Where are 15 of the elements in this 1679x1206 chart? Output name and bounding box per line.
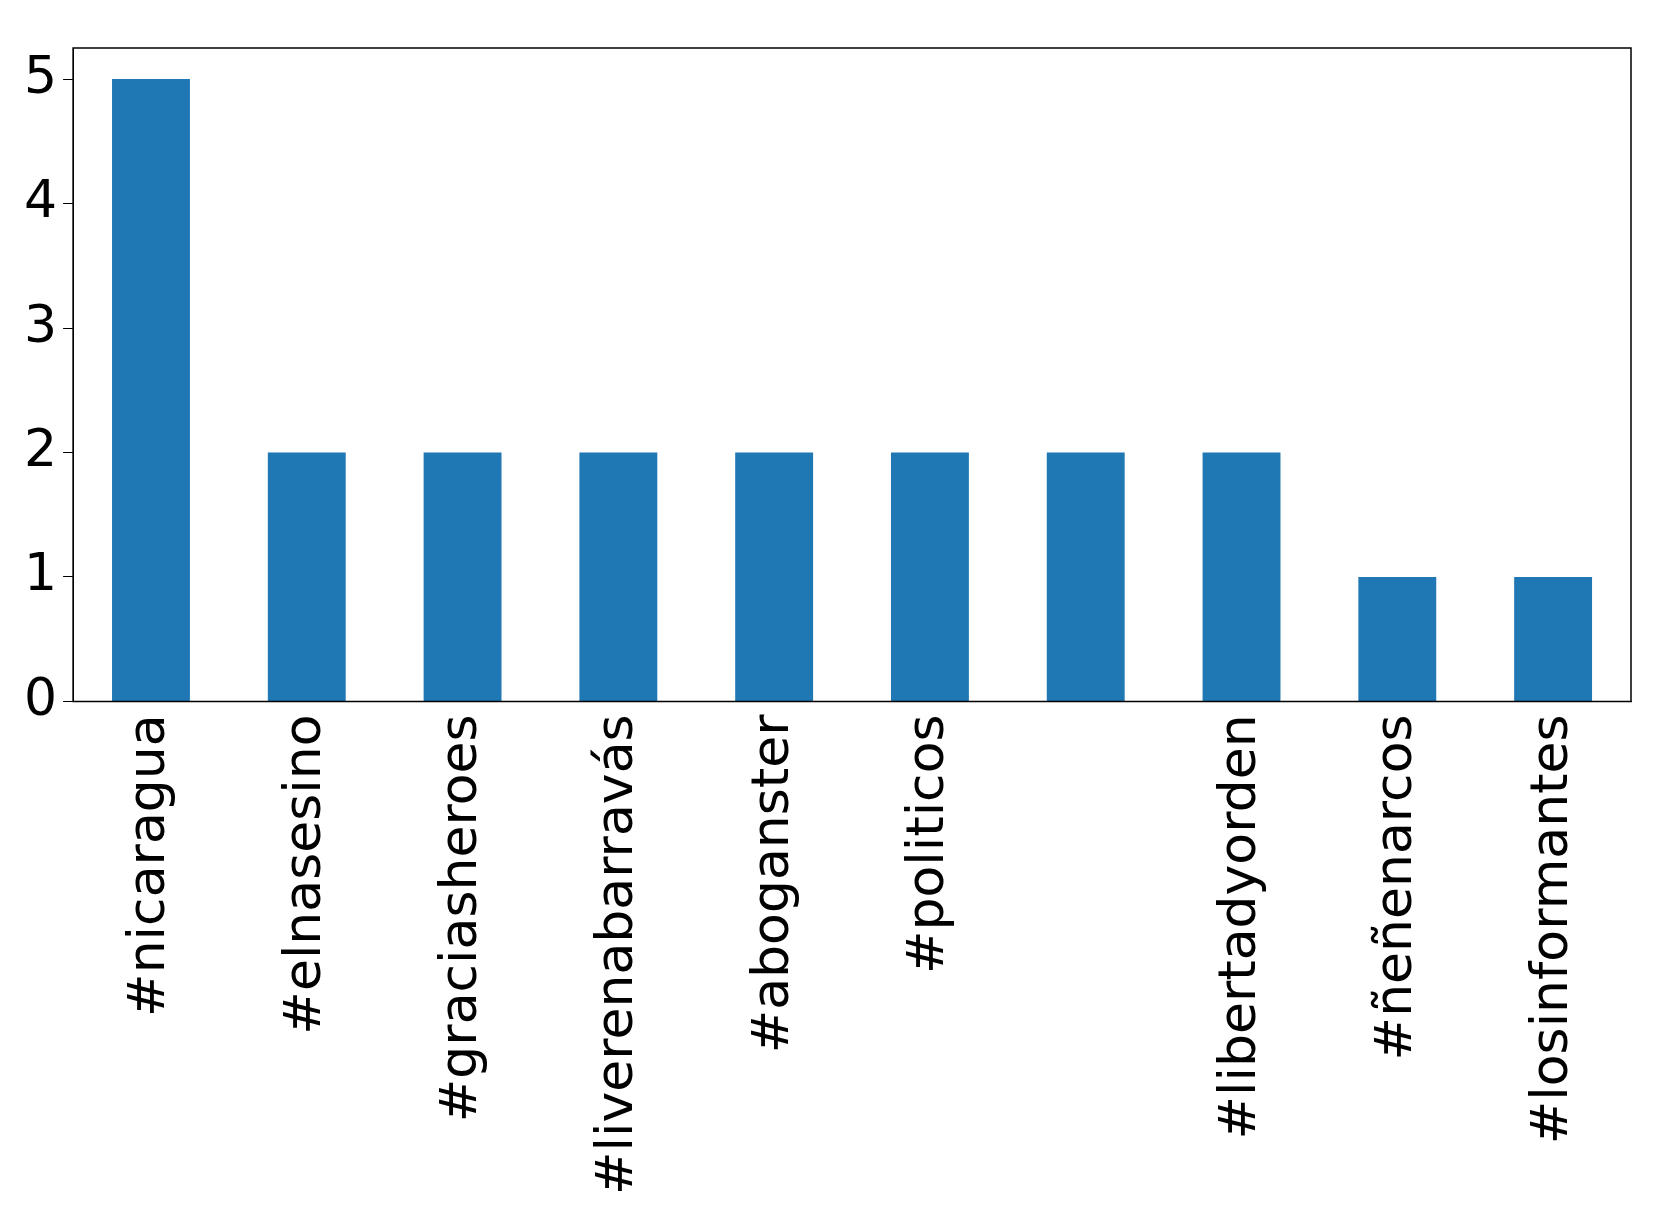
x-tick-label: #liverenabarravás — [583, 714, 644, 1195]
x-tick-label: #ñeñenarcos — [1362, 714, 1423, 1061]
x-tick-label: #losinformantes — [1518, 714, 1579, 1145]
x-tick-label: #politicos — [895, 714, 956, 975]
y-tick-label: 3 — [23, 293, 58, 354]
x-tick-label: #graciasheroes — [428, 714, 489, 1123]
x-tick-label: #aboganster — [739, 713, 800, 1054]
x-tick-label: #elnasesino — [272, 714, 333, 1035]
y-tick-label: 5 — [23, 44, 58, 105]
y-tick-label: 4 — [23, 169, 58, 230]
y-tick-label: 1 — [23, 542, 58, 603]
y-tick-label: 2 — [23, 418, 58, 479]
y-tick-label: 0 — [23, 666, 58, 727]
x-tick-label: #libertadyorden — [1207, 714, 1268, 1140]
x-tick-label: #nicaragua — [116, 714, 177, 1017]
